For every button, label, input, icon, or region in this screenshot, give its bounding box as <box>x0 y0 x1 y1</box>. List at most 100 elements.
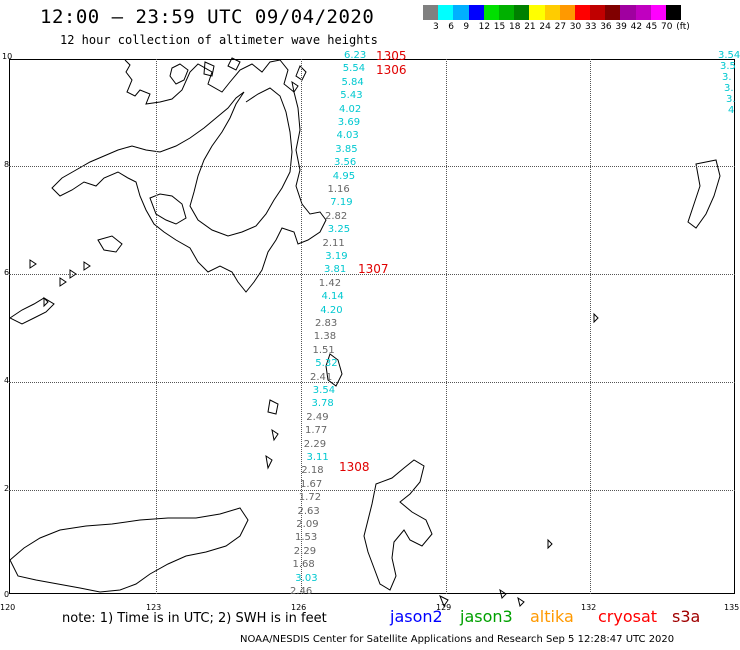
wave-height-label: 1.77 <box>305 425 328 437</box>
scale-swatch <box>438 5 454 20</box>
wave-height-label: 3.85 <box>335 143 358 155</box>
small-island-coastline <box>547 538 553 550</box>
longitude-label: 123 <box>146 603 162 612</box>
small-island-coastline <box>291 80 299 94</box>
footer-credit: NOAA/NESDIS Center for Satellite Applica… <box>240 634 675 645</box>
latitude-label: 0 <box>4 590 10 599</box>
scale-label: 6 <box>448 22 454 32</box>
scale-swatch <box>605 5 621 20</box>
sangihe-island-coastline <box>325 353 343 387</box>
wave-height-label: 3.56 <box>334 157 357 169</box>
longitude-label: 120 <box>0 603 16 612</box>
legend-jason3: jason3 <box>460 607 513 626</box>
small-island-coastline <box>227 57 241 71</box>
legend-cryosat: cryosat <box>598 607 658 626</box>
wave-height-label: 3.5 <box>720 61 736 72</box>
small-island-coastline <box>97 235 123 253</box>
small-island-coastline <box>203 61 215 77</box>
eastern-island-coastline <box>687 159 721 229</box>
wave-height-label: 2.46 <box>290 586 313 597</box>
wave-height-label: 4.03 <box>336 130 359 142</box>
small-island-coastline <box>83 261 91 271</box>
scale-label: 45 <box>645 22 658 32</box>
scale-swatch <box>514 5 530 20</box>
legend-s3a: s3a <box>672 607 701 626</box>
cycle-label: 1308 <box>339 460 370 474</box>
scale-swatch <box>666 5 682 20</box>
wave-height-label: 3.25 <box>327 224 351 236</box>
wave-height-label: 3.69 <box>337 117 361 128</box>
zamboanga-peninsula-coastline <box>149 193 187 225</box>
latitude-gridline <box>9 274 735 275</box>
scale-label: 39 <box>615 22 627 32</box>
wave-height-label: 5.43 <box>340 90 363 102</box>
latitude-label: 2 <box>4 484 10 493</box>
longitude-gridline <box>446 59 447 594</box>
wave-height-label: 3.81 <box>324 264 347 276</box>
wave-height-label: 3. <box>726 94 736 105</box>
scale-label: 18 <box>509 22 521 32</box>
scale-unit: (ft) <box>676 22 690 32</box>
scale-label: 70 <box>661 22 673 32</box>
scale-swatch <box>468 5 484 20</box>
scale-label: 42 <box>630 22 643 32</box>
wave-height-label: 2.09 <box>296 519 319 530</box>
wave-height-label: 4.02 <box>339 103 362 115</box>
longitude-gridline <box>590 59 591 594</box>
longitude-label: 135 <box>724 603 740 612</box>
small-island-coastline <box>439 594 449 608</box>
legend-altika: altika <box>530 607 574 626</box>
scale-label: 3 <box>433 22 439 32</box>
scale-swatch <box>483 5 499 20</box>
wave-height-label: 2.49 <box>306 411 329 423</box>
small-island-coastline <box>43 296 49 308</box>
scale-label: 24 <box>539 22 551 32</box>
wave-height-label: 2.11 <box>322 237 345 249</box>
scale-label: 12 <box>478 22 491 32</box>
wave-height-label: 1.16 <box>327 184 350 195</box>
scale-swatch <box>423 5 439 20</box>
scale-swatch <box>650 5 666 20</box>
latitude-label: 10 <box>2 52 13 61</box>
small-island-coastline <box>267 399 279 415</box>
latitude-gridline <box>9 382 735 383</box>
latitude-label: 8 <box>4 160 10 169</box>
scale-swatch <box>559 5 575 20</box>
scale-label: 30 <box>569 22 582 32</box>
visayas-island-coastline <box>169 63 189 85</box>
map-subtitle: 12 hour collection of altimeter wave hei… <box>60 33 378 47</box>
scale-swatch <box>574 5 591 20</box>
small-island-coastline <box>593 312 599 324</box>
wave-height-label: 2.82 <box>325 210 348 222</box>
wave-height-label: 2.29 <box>303 438 327 450</box>
scale-swatch <box>620 5 636 20</box>
wave-height-label: 5.84 <box>341 76 364 88</box>
wave-height-label: 4.14 <box>321 291 344 303</box>
wave-height-label: 1.38 <box>313 331 337 343</box>
cycle-label: 1306 <box>376 63 407 77</box>
small-island-coastline <box>29 259 37 269</box>
wave-height-label: 3.11 <box>306 452 329 463</box>
latitude-gridline <box>9 490 735 491</box>
longitude-label: 126 <box>291 603 307 612</box>
longitude-gridline <box>156 59 157 594</box>
scale-swatch <box>529 5 545 20</box>
scale-label: 21 <box>524 22 536 32</box>
wave-height-label: 1.53 <box>295 532 318 544</box>
scale-swatch <box>635 5 651 20</box>
wave-height-label: 5.54 <box>342 63 366 75</box>
wave-height-label: 3. <box>722 72 732 83</box>
sulu-islands-coastline <box>9 297 55 325</box>
wave-height-label: 7.19 <box>330 197 353 209</box>
scale-swatch <box>453 5 469 20</box>
map-frame <box>9 59 735 594</box>
wave-height-label: 3.54 <box>718 50 740 61</box>
wave-height-label: 1.51 <box>312 344 335 356</box>
wave-height-label: 3. <box>724 83 734 94</box>
sulawesi-coastline <box>9 507 249 593</box>
scale-swatch <box>590 5 606 20</box>
wave-height-label: 3.03 <box>295 572 318 584</box>
scale-label: 33 <box>585 22 597 32</box>
